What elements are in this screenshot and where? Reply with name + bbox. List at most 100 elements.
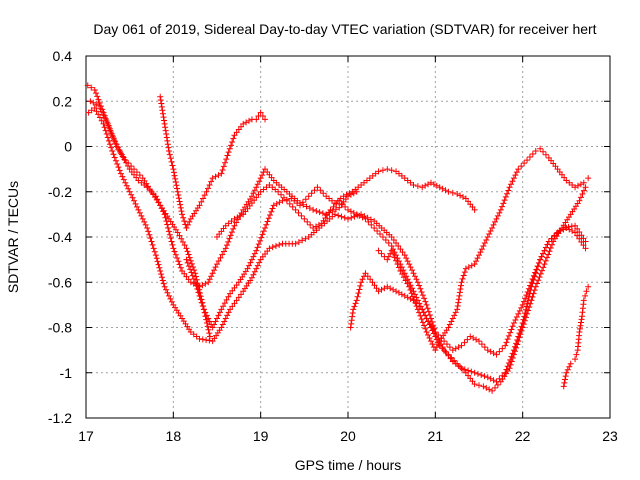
data-point <box>512 316 519 323</box>
data-point <box>580 242 587 249</box>
data-point <box>168 238 175 245</box>
data-point <box>442 348 449 355</box>
data-point <box>572 222 579 229</box>
data-point <box>206 181 213 188</box>
data-point <box>209 175 216 182</box>
data-point <box>177 204 184 211</box>
data-point <box>205 279 212 286</box>
data-point <box>258 234 265 241</box>
data-point <box>574 225 581 232</box>
data-point <box>331 211 338 218</box>
data-point <box>264 218 271 225</box>
data-point <box>221 300 228 307</box>
data-point <box>526 154 533 161</box>
data-point <box>505 187 512 194</box>
data-point <box>523 292 530 299</box>
data-point <box>205 315 212 322</box>
data-point <box>423 329 430 336</box>
data-point <box>433 344 440 351</box>
data-point <box>460 272 467 279</box>
data-point <box>122 157 129 164</box>
data-point <box>314 184 321 191</box>
data-point <box>212 173 219 180</box>
data-point <box>481 240 488 247</box>
data-point <box>185 263 192 270</box>
data-point <box>494 212 501 219</box>
data-point <box>250 271 257 278</box>
data-point <box>206 318 213 325</box>
data-point <box>216 309 223 316</box>
data-point <box>174 255 181 262</box>
data-point <box>524 157 531 164</box>
data-point <box>504 190 511 197</box>
data-point <box>371 282 378 289</box>
data-point <box>298 212 305 219</box>
data-point <box>530 290 537 297</box>
data-point <box>105 137 112 144</box>
data-point <box>508 358 515 365</box>
data-point <box>564 366 571 373</box>
data-point <box>527 282 534 289</box>
data-point <box>225 293 232 300</box>
data-point <box>411 296 418 303</box>
data-point <box>107 127 114 134</box>
data-point <box>532 269 539 276</box>
data-point <box>104 134 111 141</box>
data-point <box>393 257 400 264</box>
data-point <box>161 120 168 127</box>
data-point <box>355 290 362 297</box>
data-point <box>158 271 165 278</box>
data-point <box>196 292 203 299</box>
data-point <box>532 283 539 290</box>
data-point <box>483 237 490 244</box>
data-point <box>514 341 521 348</box>
data-point <box>229 303 236 310</box>
data-point <box>253 247 260 254</box>
data-point <box>417 285 424 292</box>
data-point <box>101 114 108 121</box>
data-point <box>456 289 463 296</box>
data-point <box>512 172 519 179</box>
data-point <box>529 276 536 283</box>
data-point <box>85 109 92 116</box>
data-point <box>110 151 117 158</box>
data-point <box>180 214 187 221</box>
data-point <box>330 203 337 210</box>
data-point <box>519 301 526 308</box>
data-point <box>539 267 546 274</box>
data-point <box>209 324 216 331</box>
data-point <box>166 231 173 238</box>
data-point <box>526 304 533 311</box>
data-point <box>536 274 543 281</box>
data-point <box>487 227 494 234</box>
data-point <box>542 257 549 264</box>
data-point <box>192 279 199 286</box>
data-point <box>501 197 508 204</box>
data-point <box>433 182 440 189</box>
data-point <box>301 215 308 222</box>
data-point <box>317 187 324 194</box>
data-point <box>223 156 230 163</box>
data-point <box>251 187 258 194</box>
data-point <box>299 237 306 244</box>
data-point <box>188 269 195 276</box>
data-point <box>410 181 417 188</box>
data-point <box>150 245 157 252</box>
data-point <box>292 206 299 213</box>
data-point <box>507 361 514 368</box>
data-point <box>525 285 532 292</box>
data-point <box>532 148 539 155</box>
data-point <box>199 303 206 310</box>
data-point <box>142 221 149 228</box>
data-point <box>537 256 544 263</box>
data-point <box>214 261 220 268</box>
data-point <box>509 355 516 362</box>
data-point <box>481 373 488 380</box>
data-point <box>379 234 386 240</box>
data-point <box>153 255 160 262</box>
data-point <box>123 182 130 189</box>
data-point <box>404 294 411 301</box>
y-tick-label: -0.6 <box>48 274 72 290</box>
data-point <box>518 304 525 311</box>
data-point <box>103 117 110 124</box>
